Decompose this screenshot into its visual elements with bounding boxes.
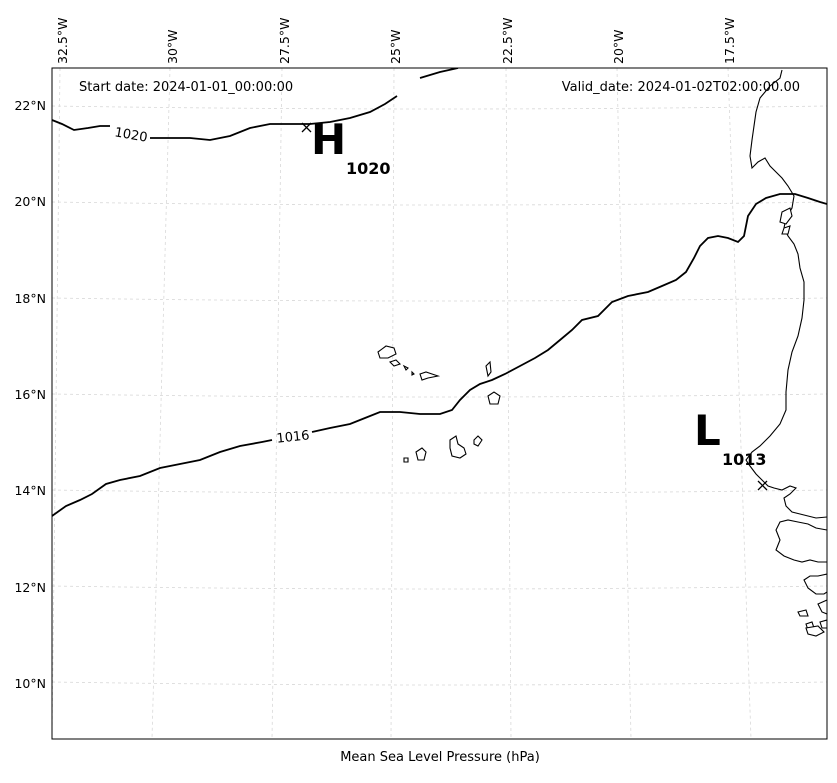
meridian-25 bbox=[390, 68, 395, 739]
isobars bbox=[52, 68, 827, 517]
isobar-label-1020: 1020 bbox=[113, 125, 148, 146]
parallel-16 bbox=[52, 393, 827, 398]
cape-verde-islands bbox=[377, 345, 501, 463]
africa-coastline bbox=[745, 69, 827, 637]
lat-tick-22: 22°N bbox=[14, 98, 46, 113]
lat-tick-10: 10°N bbox=[14, 676, 46, 691]
lon-tick-22-5: 22.5°W bbox=[500, 18, 515, 64]
low-pressure-center: L 1013 bbox=[694, 406, 768, 491]
isobar-1020-west bbox=[52, 119, 110, 131]
parallel-12 bbox=[52, 585, 827, 590]
parallel-22 bbox=[52, 105, 827, 110]
high-value: 1020 bbox=[346, 159, 391, 178]
longitude-ticks: 32.5°W 30°W 27.5°W 25°W 22.5°W 20°W 17.5… bbox=[55, 18, 737, 64]
parallel-18 bbox=[52, 297, 827, 302]
lat-tick-16: 16°N bbox=[14, 387, 46, 402]
lon-tick-30: 30°W bbox=[165, 29, 180, 64]
isobar-1016-west bbox=[52, 439, 273, 517]
isobar-1020-east bbox=[150, 95, 398, 141]
high-pressure-center: H 1020 bbox=[301, 115, 391, 178]
isobar-1016-east bbox=[311, 193, 827, 433]
map-frame bbox=[51, 67, 828, 740]
meridian-20 bbox=[616, 68, 632, 739]
parallel-14 bbox=[52, 489, 827, 494]
meridian-17-5 bbox=[727, 68, 752, 739]
start-date: Start date: 2024-01-01_00:00:00 bbox=[79, 80, 293, 95]
lon-tick-32-5: 32.5°W bbox=[55, 18, 70, 64]
meridian-27-5 bbox=[271, 68, 283, 739]
lon-tick-27-5: 27.5°W bbox=[277, 18, 292, 64]
lon-tick-17-5: 17.5°W bbox=[722, 18, 737, 64]
high-letter: H bbox=[311, 115, 346, 164]
meridian-32-5 bbox=[52, 68, 61, 739]
graticule bbox=[52, 68, 827, 739]
parallel-20 bbox=[52, 201, 827, 206]
latitude-ticks: 22°N 20°N 18°N 16°N 14°N 12°N 10°N bbox=[14, 98, 46, 691]
map-frame-bg bbox=[52, 68, 827, 739]
low-letter: L bbox=[694, 406, 721, 455]
lat-tick-14: 14°N bbox=[14, 483, 46, 498]
lon-tick-20: 20°W bbox=[611, 29, 626, 64]
meridian-22-5 bbox=[505, 68, 512, 739]
parallel-10 bbox=[52, 681, 827, 686]
meridian-30 bbox=[151, 68, 171, 739]
valid-date: Valid_date: 2024-01-02T02:00:00.00 bbox=[562, 80, 800, 95]
lat-tick-20: 20°N bbox=[14, 194, 46, 209]
isobar-label-1016: 1016 bbox=[276, 428, 310, 446]
x-axis-label: Mean Sea Level Pressure (hPa) bbox=[340, 750, 540, 765]
low-value: 1013 bbox=[722, 450, 767, 469]
isobar-1020-top bbox=[419, 68, 459, 79]
lat-tick-18: 18°N bbox=[14, 291, 46, 306]
lon-tick-25: 25°W bbox=[388, 29, 403, 64]
lat-tick-12: 12°N bbox=[14, 580, 46, 595]
